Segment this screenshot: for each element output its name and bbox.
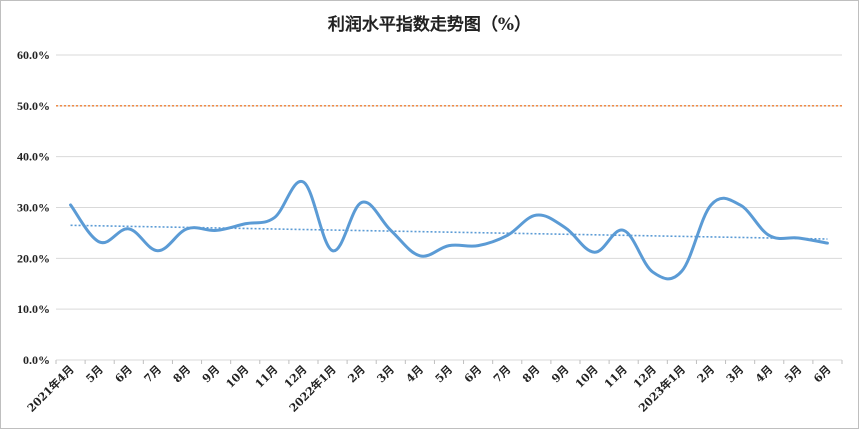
x-tick-label: 2月 [345, 363, 367, 385]
series-line [69, 180, 829, 281]
data-point [273, 216, 276, 219]
x-tick-label: 3月 [375, 363, 397, 385]
x-tick-label: 4月 [753, 363, 775, 385]
x-tick-label: 5月 [433, 363, 455, 385]
x-tick-label: 9月 [549, 363, 571, 385]
y-tick-label: 20.0% [17, 251, 50, 265]
chart-title: 利润水平指数走势图（%） [327, 15, 532, 35]
y-tick-label: 40.0% [17, 150, 50, 164]
data-point [564, 226, 567, 229]
data-point [331, 249, 334, 252]
data-point [98, 241, 101, 244]
x-tick-label: 8月 [171, 363, 193, 385]
y-tick-label: 60.0% [17, 48, 50, 62]
x-tick-label: 6月 [462, 363, 484, 385]
data-point [302, 181, 305, 184]
data-point [506, 234, 509, 237]
data-point [448, 244, 451, 247]
data-point [389, 229, 392, 232]
x-tick-label: 4月 [404, 363, 426, 385]
data-point [768, 234, 771, 237]
x-tick-label: 5月 [782, 363, 804, 385]
y-tick-label: 30.0% [17, 201, 50, 215]
x-tick-label: 7月 [491, 363, 513, 385]
data-point [156, 249, 159, 252]
x-tick-label: 10月 [573, 363, 601, 391]
x-tick-label: 6月 [811, 363, 833, 385]
data-point [215, 229, 218, 232]
data-point [622, 229, 625, 232]
x-tick-label: 11月 [253, 363, 281, 391]
data-point [535, 214, 538, 217]
x-tick-label: 9月 [200, 363, 222, 385]
data-point [680, 270, 683, 273]
data-point [360, 201, 363, 204]
data-point [826, 242, 829, 245]
x-tick-label: 7月 [142, 363, 164, 385]
x-tick-label: 8月 [520, 363, 542, 385]
data-point [69, 203, 72, 206]
data-point [739, 203, 742, 206]
data-point [418, 254, 421, 257]
data-point [127, 227, 130, 230]
data-point [651, 271, 654, 274]
data-point [593, 251, 596, 254]
x-tick-label: 11月 [602, 363, 630, 391]
trend-line [70, 224, 828, 240]
x-tick-label: 2月 [695, 363, 717, 385]
y-tick-label: 0.0% [23, 353, 50, 367]
x-tick-label: 3月 [724, 363, 746, 385]
data-point [797, 237, 800, 240]
x-tick-label: 5月 [83, 363, 105, 385]
data-point [477, 244, 480, 247]
x-tick-label: 10月 [224, 363, 252, 391]
x-tick-label: 6月 [113, 363, 135, 385]
x-tick-label: 2021年4月 [24, 362, 77, 415]
data-point [244, 222, 247, 225]
data-point [186, 227, 189, 230]
y-tick-label: 10.0% [17, 302, 50, 316]
y-tick-label: 50.0% [17, 99, 50, 113]
data-point [710, 203, 713, 206]
